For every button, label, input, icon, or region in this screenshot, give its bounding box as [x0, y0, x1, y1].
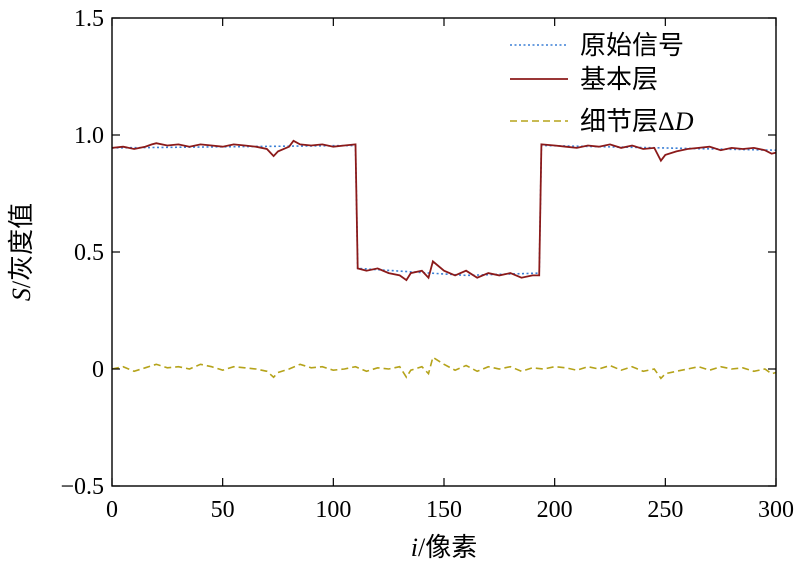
plot-frame	[111, 17, 777, 487]
legend-label-2: 基本层	[580, 65, 658, 94]
y-tick-label: 1.5	[74, 6, 104, 32]
series-line-1	[111, 144, 777, 277]
y-tick-label: 0.5	[74, 240, 104, 266]
plot-lines	[111, 139, 777, 380]
x-tick-label: 250	[647, 497, 683, 523]
y-tick-label: 0	[92, 357, 104, 383]
series-line-3	[111, 356, 777, 380]
tick-labels: 0 50 100 150 200 250 300−0.500.51.01.5	[60, 6, 794, 523]
x-tick-label: 200	[537, 497, 573, 523]
x-axis-variable: i	[411, 533, 418, 562]
x-tick-label: 300	[758, 497, 794, 523]
x-axis-unit: /像素	[418, 533, 477, 562]
legend-label-1: 原始信号	[580, 31, 684, 60]
axis-ticks	[111, 17, 777, 487]
legend-label-3: 细节层ΔD	[580, 107, 694, 136]
series-line-2	[111, 139, 777, 282]
x-tick-label: 0	[106, 497, 118, 523]
x-tick-label: 50	[211, 497, 235, 523]
y-tick-label: −0.5	[60, 474, 104, 500]
x-tick-label: 150	[426, 497, 462, 523]
x-tick-label: 100	[315, 497, 351, 523]
y-axis-unit: /灰度值	[7, 203, 36, 288]
x-axis-label: i/像素	[411, 533, 477, 562]
y-axis-label: S/灰度值	[7, 203, 36, 301]
y-tick-label: 1.0	[74, 123, 104, 149]
y-axis-variable: S	[7, 288, 36, 301]
